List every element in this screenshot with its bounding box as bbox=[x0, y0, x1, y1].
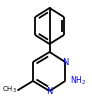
Text: NH$_2$: NH$_2$ bbox=[70, 75, 86, 87]
Text: N: N bbox=[62, 58, 68, 67]
Text: N: N bbox=[46, 86, 53, 95]
Text: CH$_3$: CH$_3$ bbox=[1, 85, 16, 95]
